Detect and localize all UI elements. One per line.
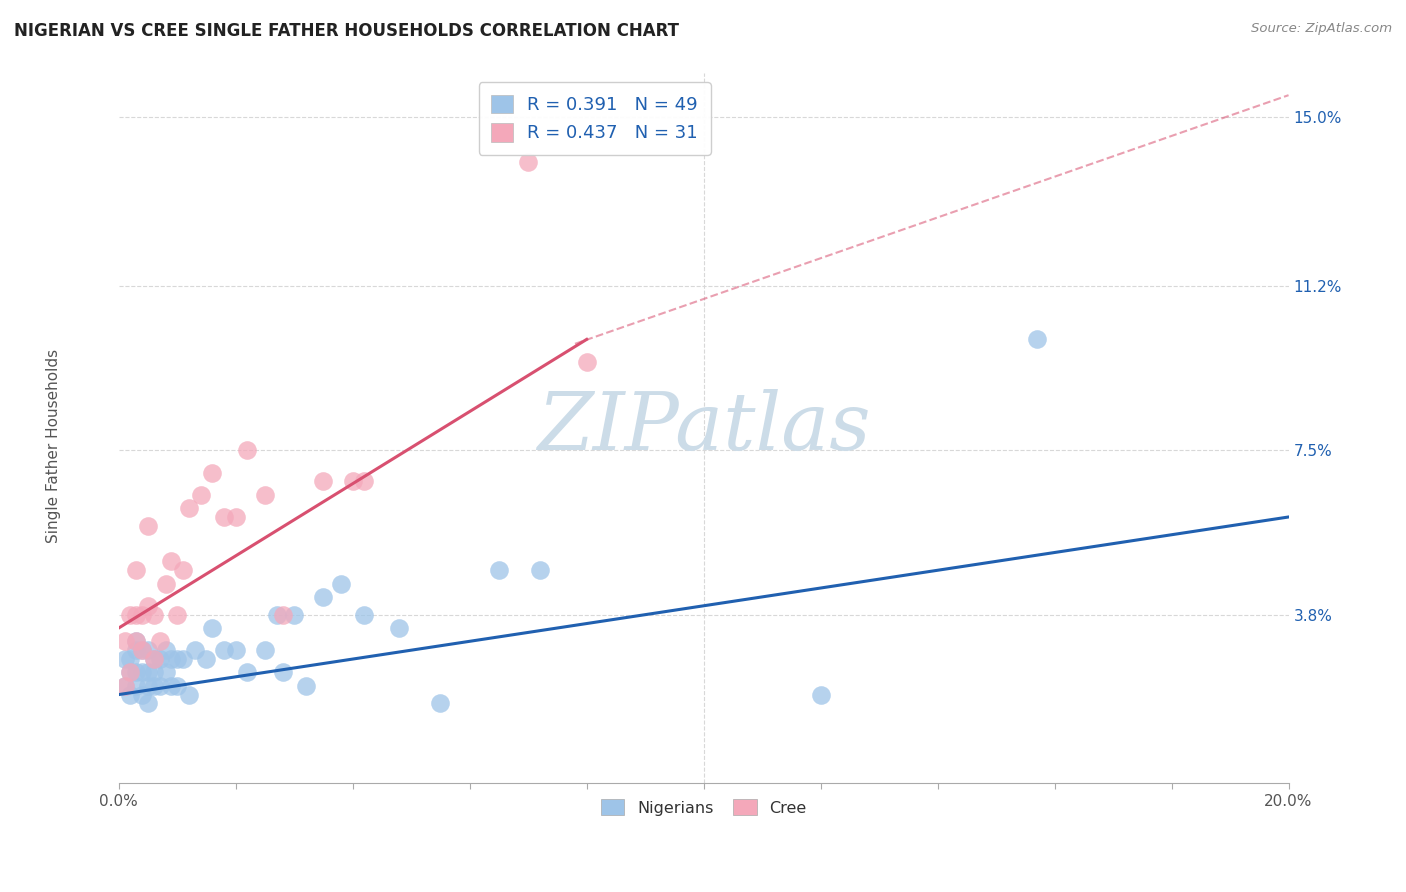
Point (149, 679, 172, 693)
Point (120, 607, 142, 622)
Point (166, 679, 188, 693)
Point (125, 665, 148, 680)
Point (212, 643, 235, 657)
Point (177, 501, 200, 516)
Point (142, 652, 165, 666)
Point (125, 679, 148, 693)
Point (114, 679, 136, 693)
Point (529, 563, 551, 577)
Point (575, 354, 598, 368)
Legend: Nigerians, Cree: Nigerians, Cree (591, 789, 817, 825)
Point (120, 688, 142, 702)
Point (125, 634, 148, 648)
Point (136, 697, 159, 711)
Point (488, 563, 510, 577)
Point (131, 607, 153, 622)
Point (212, 510, 235, 524)
Point (136, 599, 159, 613)
Point (136, 679, 159, 693)
Point (142, 607, 165, 622)
Text: Single Father Households: Single Father Households (46, 349, 60, 543)
Point (190, 488, 212, 502)
Point (266, 607, 288, 622)
Point (142, 665, 165, 680)
Point (160, 652, 183, 666)
Point (114, 652, 136, 666)
Point (136, 519, 159, 533)
Point (160, 554, 183, 568)
Point (155, 643, 177, 657)
Point (125, 563, 148, 577)
Point (253, 488, 276, 502)
Text: NIGERIAN VS CREE SINGLE FATHER HOUSEHOLDS CORRELATION CHART: NIGERIAN VS CREE SINGLE FATHER HOUSEHOLD… (14, 22, 679, 40)
Point (166, 607, 188, 622)
Point (136, 665, 159, 680)
Point (225, 643, 247, 657)
Point (253, 643, 276, 657)
Point (131, 643, 153, 657)
Point (201, 466, 224, 480)
Point (136, 643, 159, 657)
Point (330, 576, 353, 591)
Point (184, 643, 207, 657)
Point (271, 665, 294, 680)
Point (155, 576, 177, 591)
Point (142, 652, 165, 666)
Point (388, 621, 411, 635)
Point (271, 607, 294, 622)
Point (312, 475, 335, 489)
Point (149, 652, 172, 666)
Point (236, 443, 259, 458)
Point (195, 652, 218, 666)
Point (283, 607, 305, 622)
Point (172, 652, 194, 666)
Text: Source: ZipAtlas.com: Source: ZipAtlas.com (1251, 22, 1392, 36)
Point (114, 634, 136, 648)
Point (172, 563, 194, 577)
Point (353, 607, 375, 622)
Point (120, 665, 142, 680)
Point (353, 475, 375, 489)
Point (160, 679, 183, 693)
Point (155, 665, 177, 680)
Point (149, 634, 172, 648)
Point (166, 652, 188, 666)
Text: ZIPatlas: ZIPatlas (537, 390, 870, 467)
Point (236, 665, 259, 680)
Point (295, 679, 318, 693)
Point (120, 665, 142, 680)
Point (125, 643, 148, 657)
Point (517, 154, 540, 169)
Point (225, 510, 247, 524)
Point (177, 688, 200, 702)
Point (312, 590, 335, 604)
Point (342, 475, 364, 489)
Point (1026, 332, 1049, 346)
Point (125, 634, 148, 648)
Point (131, 643, 153, 657)
Point (142, 679, 165, 693)
Point (131, 665, 153, 680)
Point (429, 697, 451, 711)
Point (120, 652, 142, 666)
Point (125, 607, 148, 622)
Point (810, 688, 832, 702)
Point (201, 621, 224, 635)
Point (114, 679, 136, 693)
Point (131, 688, 153, 702)
